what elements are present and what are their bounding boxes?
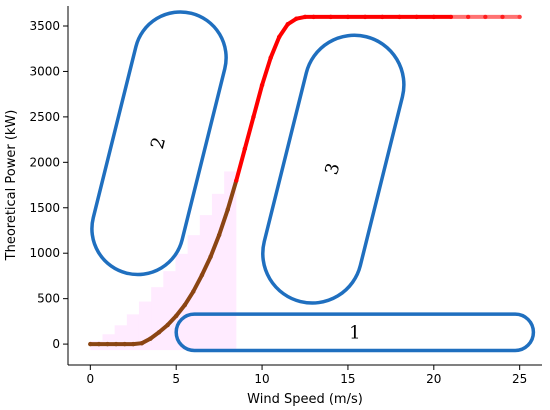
power-curve-segment (217, 207, 230, 238)
data-point (234, 178, 239, 183)
x-ticks: 0 5 10 15 20 25 (87, 365, 527, 386)
x-axis-title: Wind Speed (m/s) (247, 392, 363, 407)
data-point (268, 55, 273, 61)
x-tick-label: 10 (254, 372, 269, 386)
data-point (500, 14, 505, 20)
data-point (199, 272, 205, 278)
region-boundary (90, 10, 228, 277)
data-point (225, 207, 230, 212)
axes (67, 6, 542, 366)
power-curve-segment (251, 83, 265, 119)
power-curve-segment (268, 34, 282, 60)
data-point (216, 232, 222, 238)
x-tick-label: 0 (87, 372, 95, 386)
data-point (285, 21, 291, 27)
data-point (431, 14, 437, 20)
power-curve-segment (208, 233, 222, 259)
data-point (362, 14, 368, 20)
y-tick-label: 500 (37, 292, 60, 306)
data-point (414, 14, 419, 20)
power-curve-segment (174, 303, 187, 318)
y-ticks: 0 500 1000 1500 2000 2500 3000 3500 (29, 19, 68, 351)
y-axis-title: Theoretical Power (kW) (4, 110, 19, 262)
power-curve-segment (234, 146, 247, 183)
data-point (148, 336, 153, 341)
shading-layer (90, 171, 237, 351)
data-point (208, 254, 213, 260)
data-point (139, 340, 145, 346)
shading-band (199, 215, 212, 351)
power-curve-segment (225, 178, 239, 212)
region-label: 3 (321, 161, 344, 177)
power-curve-segment (260, 55, 273, 88)
data-point (122, 341, 127, 347)
region-label: 2 (147, 135, 170, 151)
shading-band (211, 193, 225, 351)
shading-band (151, 287, 164, 351)
shading-band (114, 325, 127, 351)
data-point (517, 14, 522, 20)
y-tick-label: 2500 (29, 110, 60, 124)
data-point (96, 341, 102, 347)
region-label: 1 (349, 322, 360, 343)
power-curve-segment (242, 114, 256, 151)
power-curve-segment (277, 22, 290, 39)
data-point (483, 14, 488, 20)
region-boundary (174, 312, 536, 353)
regions-layer: 1 2 3 (90, 10, 536, 353)
y-tick-label: 2000 (29, 155, 60, 169)
power-curve (88, 14, 522, 347)
shading-band (126, 314, 139, 351)
data-point (191, 289, 196, 294)
data-point (113, 341, 119, 347)
data-point (302, 14, 308, 20)
data-point (345, 14, 351, 20)
x-tick-label: 20 (426, 372, 441, 386)
data-point (251, 114, 256, 120)
data-point (448, 14, 454, 20)
x-tick-label: 5 (172, 372, 180, 386)
x-tick-label: 25 (512, 372, 527, 386)
y-tick-label: 0 (52, 337, 60, 351)
data-point (277, 34, 282, 40)
power-curve-segment (191, 273, 204, 294)
y-tick-label: 3500 (29, 19, 60, 33)
power-curve-segment (199, 254, 213, 278)
y-tick-label: 1000 (29, 246, 60, 260)
data-point (397, 14, 402, 20)
data-point (131, 341, 136, 347)
y-tick-label: 3000 (29, 64, 60, 78)
x-tick-label: 15 (340, 372, 355, 386)
data-point (88, 341, 93, 347)
data-point (311, 14, 316, 20)
shading-band (163, 271, 176, 351)
power-curve-segment (182, 289, 196, 308)
data-point (259, 82, 265, 88)
data-point (380, 14, 385, 20)
data-point (156, 330, 162, 335)
region-boundary (261, 33, 406, 305)
data-point (465, 14, 471, 20)
data-point (165, 322, 170, 328)
data-point (105, 341, 110, 347)
y-tick-label: 1500 (29, 201, 60, 215)
data-point (173, 313, 179, 319)
data-point (242, 146, 248, 151)
data-point (182, 302, 187, 308)
data-point (294, 16, 299, 21)
data-point (328, 14, 333, 20)
